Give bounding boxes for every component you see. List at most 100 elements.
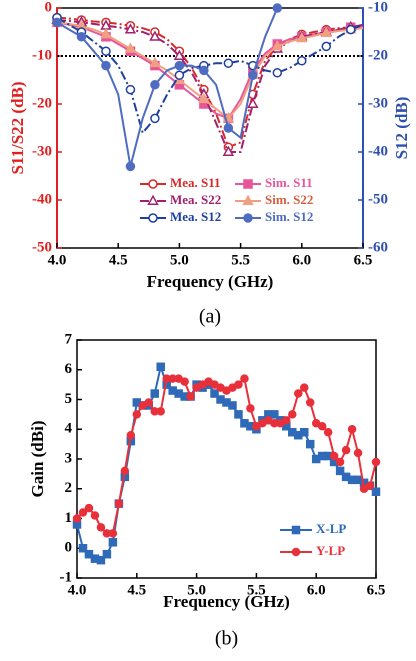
legend-marker: [242, 194, 254, 205]
data-point: [150, 389, 159, 398]
data-point: [323, 427, 333, 437]
y2-tick-label: -40: [368, 143, 388, 159]
data-point: [52, 17, 62, 28]
data-point: [222, 145, 235, 156]
legend-label: Mea. S12: [170, 209, 221, 224]
data-point: [72, 514, 82, 523]
legend-marker: [148, 213, 158, 223]
y2-tick-label: -10: [368, 0, 388, 15]
data-point: [234, 380, 243, 389]
data-point: [317, 422, 327, 431]
legend-marker: [291, 547, 301, 557]
data-point: [90, 511, 100, 520]
data-point: [294, 389, 303, 398]
data-point: [150, 113, 160, 124]
data-point: [210, 389, 219, 398]
data-point: [346, 24, 356, 35]
data-point: [228, 401, 237, 410]
data-point: [150, 80, 160, 90]
data-point: [174, 70, 185, 80]
legend-label: Y-LP: [316, 543, 345, 558]
data-point: [305, 439, 315, 449]
data-point: [353, 448, 363, 458]
data-point: [132, 410, 142, 419]
data-point: [371, 457, 381, 467]
data-point: [248, 70, 258, 80]
data-point: [272, 68, 283, 78]
data-point: [347, 425, 357, 434]
x-tick-label: 4.5: [127, 582, 146, 598]
x-tick-label: 4.0: [68, 582, 87, 598]
data-point: [114, 499, 124, 508]
data-point: [288, 410, 297, 419]
x-tick-label: 6.5: [367, 582, 386, 598]
y2-tick-label: -60: [368, 239, 388, 255]
x-tick-label: 4.5: [109, 252, 128, 268]
x-axis-label: Frequency (GHz): [147, 272, 274, 291]
data-point: [240, 374, 249, 383]
data-point: [247, 97, 259, 108]
data-point: [149, 30, 161, 41]
data-point: [156, 407, 165, 416]
legend-label: Sim. S12: [265, 209, 313, 224]
y-tick-label: 4: [65, 421, 73, 437]
y-tick-label: -10: [32, 47, 52, 63]
data-point: [108, 538, 118, 547]
y-tick-label: 3: [65, 450, 73, 466]
data-point: [101, 46, 111, 56]
data-point: [156, 362, 165, 372]
y-tick-label: -30: [32, 143, 52, 159]
data-point: [149, 56, 161, 68]
series-line: [56, 7, 279, 167]
legend-label: Sim. S11: [265, 175, 313, 190]
legend-marker: [243, 179, 253, 189]
data-point: [125, 161, 136, 172]
data-point: [320, 26, 332, 37]
legend-marker: [148, 179, 158, 189]
data-point: [78, 508, 88, 517]
y-tick-label: 2: [65, 480, 73, 496]
caption: (b): [215, 628, 238, 650]
data-point: [76, 32, 87, 42]
data-point: [96, 555, 106, 565]
data-point: [297, 56, 307, 66]
data-point: [96, 523, 106, 532]
y-tick-label: 5: [65, 391, 73, 407]
x-tick-label: 5.5: [247, 582, 266, 598]
data-point: [282, 416, 291, 425]
data-point: [100, 28, 112, 39]
data-point: [173, 49, 186, 60]
y-tick-label: 7: [65, 331, 73, 347]
legend-label: Mea. S11: [170, 175, 221, 190]
y-tick-label: -1: [60, 569, 73, 585]
data-point: [125, 84, 136, 95]
data-point: [299, 427, 309, 437]
data-point: [270, 410, 279, 419]
series-line: [56, 16, 364, 135]
x-tick-label: 5.0: [170, 252, 189, 268]
legend-label: X-LP: [316, 521, 346, 536]
data-point: [223, 123, 234, 133]
y-tick-label: 1: [65, 510, 73, 526]
legend-marker: [291, 525, 301, 535]
data-point: [84, 503, 94, 513]
x-tick-label: 6.0: [307, 582, 326, 598]
legend-label: Sim. S22: [265, 192, 313, 207]
y2-axis-label: S12 (dB): [392, 97, 411, 160]
caption: (a): [199, 306, 221, 328]
data-point: [108, 529, 118, 538]
data-point: [272, 3, 283, 13]
data-point: [144, 398, 154, 407]
data-point: [180, 377, 189, 386]
y-axis-label: S11/S22 (dB): [8, 81, 27, 174]
y-tick-label: 0: [65, 540, 73, 556]
data-point: [329, 451, 339, 461]
data-point: [120, 466, 130, 476]
y-axis-label: Gain (dBi): [28, 421, 47, 498]
data-point: [321, 41, 332, 52]
y-tick-label: -50: [32, 239, 52, 255]
data-point: [126, 430, 136, 440]
data-point: [335, 457, 345, 467]
data-point: [102, 549, 112, 559]
